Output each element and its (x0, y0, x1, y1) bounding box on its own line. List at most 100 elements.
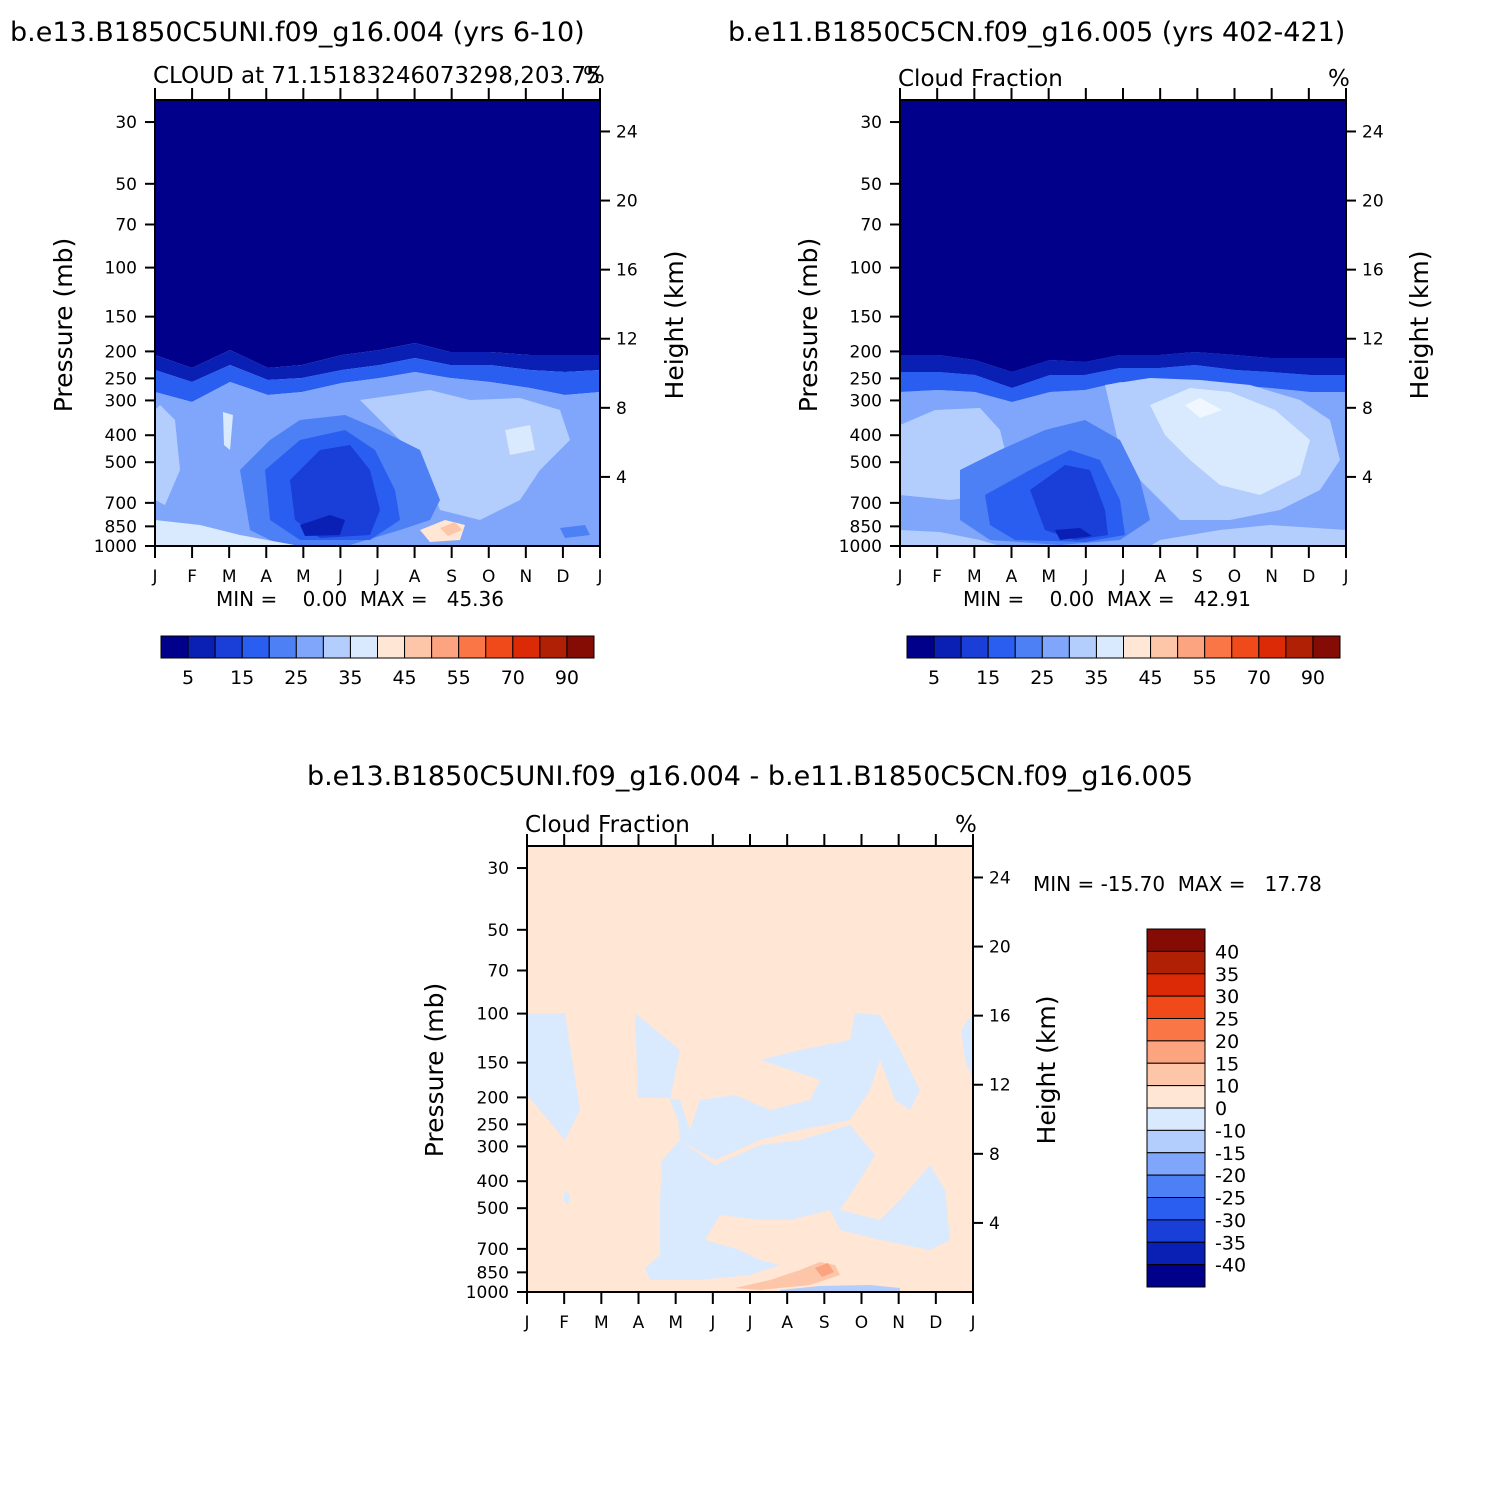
panel-1-colorbar-label: 55 (447, 667, 471, 689)
p2-ytick-label: 50 (860, 175, 882, 195)
p1-xtick-label: A (409, 567, 421, 587)
panel-3-colorbar-label: 30 (1215, 986, 1239, 1008)
p3-xtick-label: J (523, 1313, 529, 1333)
p3-ytick-label: 400 (477, 1172, 509, 1192)
p2-xtick-label: A (1006, 567, 1018, 587)
p3-ytick-label: 850 (477, 1263, 509, 1283)
p3-xtick-label: A (781, 1313, 793, 1333)
panel-1-colorbar-label: 25 (284, 667, 308, 689)
panel-2-colorbar-label: 70 (1247, 667, 1271, 689)
panel-1-colorbar-label: 35 (338, 667, 362, 689)
panel-1-contour-surface (155, 520, 300, 546)
p2-xtick-label: J (1082, 567, 1088, 587)
p2-xtick-label: S (1192, 567, 1203, 587)
panel-2-ylabel: Pressure (mb) (794, 238, 823, 412)
panel-2-contour-surface (900, 530, 1000, 546)
panel-2-y2-ticks: 24 20 16 12 8 4 (1346, 122, 1384, 488)
p3-ytick-label: 1000 (466, 1283, 509, 1303)
panel-3-contour-neg5 (780, 1285, 900, 1292)
panel-1-contour-top (155, 100, 600, 368)
p1-xtick-label: D (556, 567, 569, 587)
p3-y2tick-label: 8 (989, 1145, 1000, 1165)
panel-2-colorbar-label: 35 (1084, 667, 1108, 689)
panel-2-contour-light4 (1185, 398, 1222, 418)
panel-1-colorbar-box (349, 635, 378, 659)
panel-1-colorbar-label: 15 (230, 667, 254, 689)
p1-xtick-label: O (482, 567, 495, 587)
panel-3-colorbar-label: -25 (1215, 1188, 1246, 1210)
panel-3-title: b.e13.B1850C5UNI.f09_g16.004 - b.e11.B18… (307, 761, 1193, 792)
panel-1-ylabel: Pressure (mb) (49, 238, 78, 412)
p2-xtick-label: J (1342, 567, 1348, 587)
panel-1-contour-dark4 (300, 515, 345, 536)
panel-2-contour-band2 (900, 365, 1346, 402)
p3-ytick-label: 250 (477, 1115, 509, 1135)
panel-3-colorbar-box (1146, 1219, 1206, 1243)
panel-3-colorbar-label: -35 (1215, 1232, 1246, 1254)
panel-3-colorbar-box (1146, 1129, 1206, 1154)
p2-xtick-label: J (1119, 567, 1125, 587)
panel-3-colorbar-box (1146, 973, 1206, 997)
panel-2-colorbar-box (906, 635, 935, 659)
p3-ytick-label: 300 (477, 1137, 509, 1157)
p2-xtick-label: M (1041, 567, 1056, 587)
p3-xtick-label: A (633, 1313, 645, 1333)
panel-2-title: b.e11.B1850C5CN.f09_g16.005 (yrs 402-421… (728, 17, 1345, 48)
panel-2-colorbar: 5 15 25 35 45 55 70 90 (906, 635, 1341, 689)
p2-xtick-label: O (1228, 567, 1241, 587)
panel-1-contour-light2 (360, 390, 570, 520)
p1-ytick-label: 300 (105, 391, 137, 411)
panel-1-contour-band1 (155, 343, 600, 382)
panel-3-colorbar-box (1146, 1018, 1206, 1042)
p2-ytick-label: 400 (850, 426, 882, 446)
p1-xtick-label: J (596, 567, 602, 587)
panel-3-colorbar-label: 25 (1215, 1009, 1239, 1031)
panel-3-contour-pos1 (735, 1262, 840, 1290)
panel-3-ylabel: Pressure (mb) (420, 983, 449, 1157)
p2-xtick-label: M (967, 567, 982, 587)
p2-ytick-label: 1000 (839, 537, 882, 557)
p1-ytick-label: 500 (105, 453, 137, 473)
panel-3-colorbar-label: 15 (1215, 1053, 1239, 1075)
panel-2-contour-dark3 (1030, 465, 1108, 540)
p2-ytick-label: 70 (860, 215, 882, 235)
panel-3-contour-neg3 (645, 1125, 950, 1280)
panel-3-colorbar-box (1146, 1040, 1206, 1064)
p3-xtick-label: M (668, 1313, 683, 1333)
p1-xtick-label: S (446, 567, 457, 587)
panel-1-y2-ticks: 24 20 16 12 8 4 (600, 122, 638, 488)
p3-xtick-label: F (559, 1313, 569, 1333)
panel-3-colorbar-label: 0 (1215, 1098, 1227, 1120)
p3-y2tick-label: 12 (989, 1076, 1011, 1096)
panel-3-colorbar-label: 20 (1215, 1031, 1239, 1053)
p1-xtick-label: J (374, 567, 380, 587)
p3-xtick-label: O (855, 1313, 868, 1333)
p3-y2tick-label: 24 (989, 868, 1011, 888)
p1-y2tick-label: 24 (616, 122, 638, 142)
panel-1-colorbar-label: 45 (392, 667, 416, 689)
panel-3-colorbar-box (1146, 1197, 1206, 1221)
panel-2-left-label: Cloud Fraction (898, 66, 1063, 92)
panel-1-colorbar: 5 15 25 35 45 55 70 90 (160, 635, 595, 689)
p1-ytick-label: 30 (115, 113, 137, 133)
panel-1-colorbar-box (241, 635, 270, 659)
p2-ytick-label: 150 (850, 308, 882, 328)
panel-1-contour-surf2 (560, 525, 590, 538)
p1-xtick-label: M (222, 567, 237, 587)
p3-ytick-label: 70 (487, 961, 509, 981)
panel-2-contour-light3 (1150, 388, 1310, 495)
panel-1-contour-band2 (155, 358, 600, 402)
p3-xtick-label: N (892, 1313, 905, 1333)
panel-1-colorbar-box (214, 635, 243, 659)
panel-2-contour-band1 (900, 352, 1346, 388)
panel-3-colorbar-label: 10 (1215, 1076, 1239, 1098)
panel-2-colorbar-box (1041, 635, 1070, 659)
panel-1-title: b.e13.B1850C5UNI.f09_g16.004 (yrs 6-10) (10, 17, 585, 48)
panel-1-colorbar-label: 70 (501, 667, 525, 689)
panel-3-y2label: Height (km) (1032, 996, 1061, 1145)
p1-ytick-label: 100 (105, 259, 137, 279)
p1-xtick-label: J (337, 567, 343, 587)
panel-2: b.e11.B1850C5CN.f09_g16.005 (yrs 402-421… (728, 17, 1434, 689)
